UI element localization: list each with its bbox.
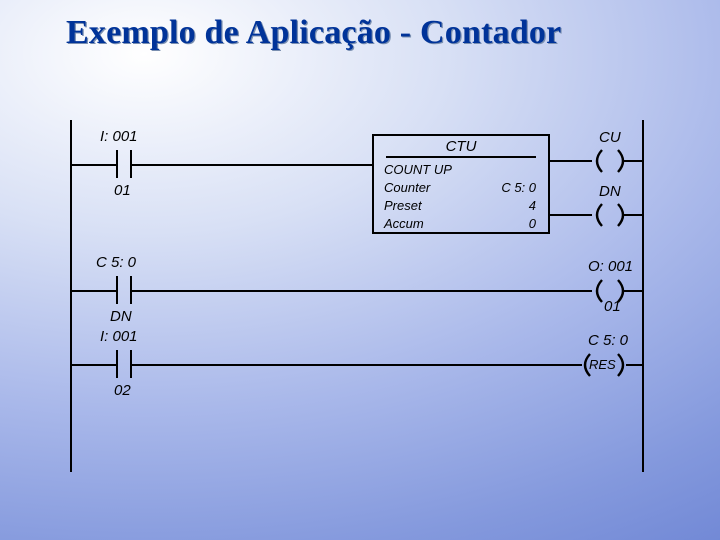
rung1-wire-dn xyxy=(550,214,592,216)
coil-cu-label: CU xyxy=(599,129,621,146)
rung2-contact-label-top: C 5: 0 xyxy=(96,254,136,271)
rung2-contact-label-bottom: DN xyxy=(110,308,132,325)
rung1-contact-label-top: I: 001 xyxy=(100,128,138,145)
slide-title: Exemplo de Aplicação - Contador Exemplo … xyxy=(66,14,561,52)
ctu-row1-v: C 5: 0 xyxy=(501,180,536,195)
ctu-divider xyxy=(386,156,536,158)
rung2-coil-label-top: O: 001 xyxy=(588,258,633,275)
rung3-wire-3 xyxy=(626,364,643,366)
ladder-diagram: I: 001 01 CTU COUNT UP Counter C 5: 0 Pr… xyxy=(70,120,660,480)
ctu-row3-v: 0 xyxy=(529,216,536,231)
left-rail xyxy=(70,120,72,472)
rung1-wire-2 xyxy=(132,164,372,166)
right-rail xyxy=(642,120,644,472)
rung1-wire-dn-r xyxy=(624,214,643,216)
rung3-coil-inside: RES xyxy=(589,357,616,372)
slide: Exemplo de Aplicação - Contador Exemplo … xyxy=(0,0,720,540)
ctu-title: CTU xyxy=(374,138,548,155)
rung3-wire-2 xyxy=(132,364,582,366)
rung3-contact-label-top: I: 001 xyxy=(100,328,138,345)
rung2-wire-2 xyxy=(132,290,592,292)
ctu-row1-k: Counter xyxy=(384,180,430,195)
rung2-coil-label-bottom: 01 xyxy=(604,298,621,315)
rung1-contact-label-bottom: 01 xyxy=(114,182,131,199)
ctu-row2-v: 4 xyxy=(529,198,536,213)
ctu-row0-k: COUNT UP xyxy=(384,162,452,177)
rung3-contact-label-bottom: 02 xyxy=(114,382,131,399)
rung3-coil-label-top: C 5: 0 xyxy=(588,332,628,349)
ctu-box: CTU COUNT UP Counter C 5: 0 Preset 4 Acc… xyxy=(372,134,550,234)
rung2-wire-3 xyxy=(624,290,643,292)
rung1-wire-cu-r xyxy=(624,160,643,162)
coil-dn-label: DN xyxy=(599,183,621,200)
ctu-row3-k: Accum xyxy=(384,216,424,231)
ctu-row2-k: Preset xyxy=(384,198,422,213)
slide-title-text: Exemplo de Aplicação - Contador xyxy=(66,14,561,52)
rung1-wire-cu xyxy=(550,160,592,162)
